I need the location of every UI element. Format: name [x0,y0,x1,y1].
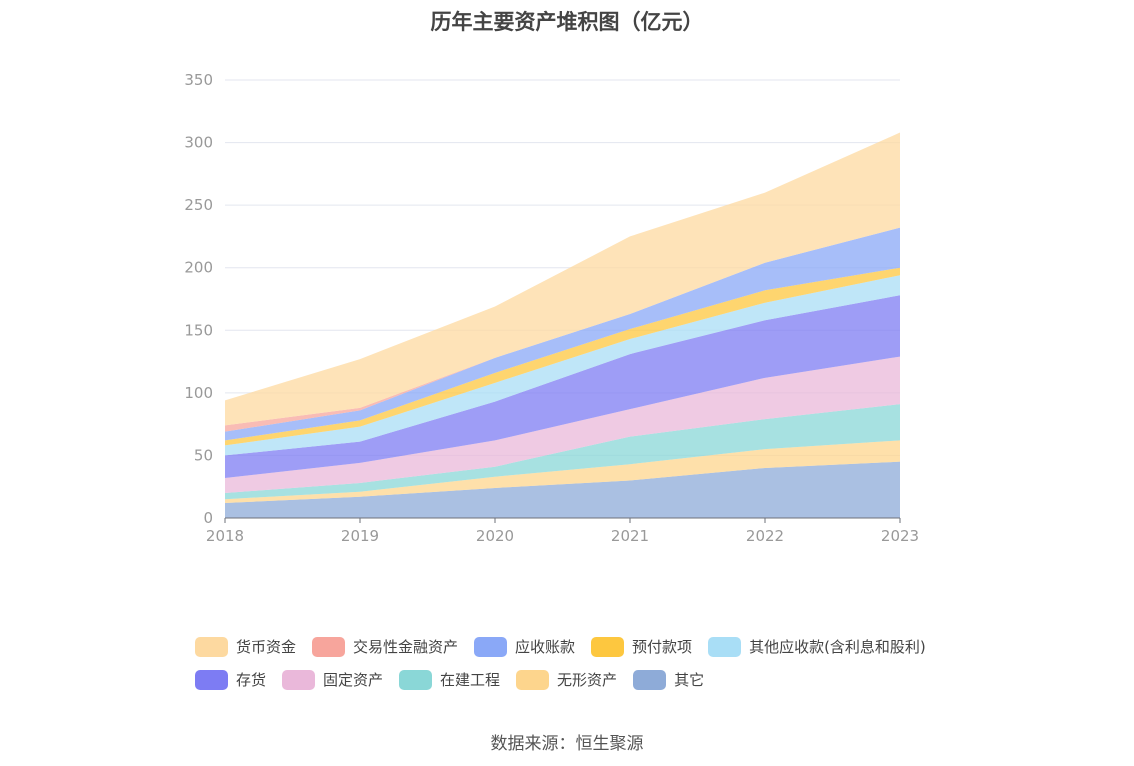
area-series-10 [225,132,900,426]
y-tick-label: 250 [184,196,213,214]
legend-label: 其它 [674,671,705,689]
x-tick-label: 2021 [611,527,649,545]
legend-swatch [282,669,316,690]
area-series-7 [225,267,900,446]
y-tick-label: 50 [194,446,213,464]
y-tick-label: 100 [184,384,213,402]
legend-swatch [399,669,433,690]
legend-label: 货币资金 [236,638,297,656]
legend-item[interactable]: 应收账款 [474,636,575,657]
legend-label: 预付款项 [632,638,693,656]
area-series [225,132,900,518]
y-tick-label: 200 [184,259,213,277]
x-tick-label: 2020 [476,527,514,545]
legend-item[interactable]: 货币资金 [195,636,296,657]
area-series-5 [225,295,900,478]
legend-swatch [516,669,550,690]
y-tick-label: 300 [184,134,213,152]
x-tick-label: 2022 [746,527,784,545]
legend-label: 无形资产 [557,671,618,689]
x-tick-label: 2019 [341,527,379,545]
legend-swatch [312,636,346,657]
x-tick-label: 2018 [206,527,244,545]
legend-item[interactable]: 交易性金融资产 [312,636,458,657]
legend-label: 交易性金融资产 [353,638,459,656]
area-series-2 [225,440,900,503]
legend-item[interactable]: 在建工程 [399,669,500,690]
y-tick-label: 350 [184,71,213,89]
axes: 0 50 100 150 200 250 300 350 2018 2019 2020 2021 202… [184,71,919,545]
legend-label: 存货 [236,671,267,689]
legend-item[interactable]: 其他应收款(含利息和股利) [708,636,926,657]
area-series-6 [225,275,900,456]
legend-row-2: 存货 固定资产 在建工程 无形资产 其它 [195,663,975,696]
legend-item[interactable]: 固定资产 [282,669,383,690]
legend-label: 固定资产 [323,671,384,689]
legend-item[interactable]: 其它 [633,669,704,690]
y-tick-label: 0 [203,509,213,527]
chart-title: 历年主要资产堆积图（亿元） [430,10,704,34]
legend-item[interactable]: 预付款项 [591,636,692,657]
legend-item[interactable]: 存货 [195,669,266,690]
legend-label: 应收账款 [515,638,576,656]
legend: 货币资金 交易性金融资产 应收账款 预付款项 其他应收款(含利息和股利) 存货 固定资产 在… [195,630,975,696]
area-series-1 [225,461,900,518]
legend-swatch [474,636,508,657]
data-source: 数据来源：恒生聚源 [490,734,644,754]
legend-swatch [591,636,625,657]
area-series-4 [225,356,900,493]
legend-swatch [195,669,228,690]
area-series-8 [225,227,900,441]
stacked-area-chart: 0 50 100 150 200 250 300 350 2018 2019 2020 2021 202… [184,71,919,545]
legend-label: 在建工程 [440,671,501,689]
legend-row-1: 货币资金 交易性金融资产 应收账款 预付款项 其他应收款(含利息和股利) [195,630,975,663]
legend-swatch [633,669,667,690]
legend-item[interactable]: 无形资产 [516,669,617,690]
y-tick-label: 150 [184,321,213,339]
legend-label: 其他应收款(含利息和股利) [749,638,926,656]
x-tick-label: 2023 [881,527,919,545]
legend-swatch [708,636,742,657]
legend-swatch [195,636,228,657]
